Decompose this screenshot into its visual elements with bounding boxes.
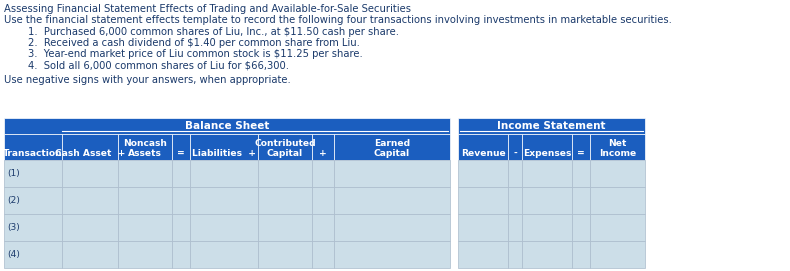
Text: Capital: Capital bbox=[374, 149, 410, 158]
Bar bbox=[4, 118, 450, 134]
Bar bbox=[590, 134, 645, 160]
Text: Capital: Capital bbox=[267, 149, 303, 158]
Bar bbox=[172, 160, 190, 187]
Bar bbox=[312, 134, 334, 160]
Bar bbox=[590, 187, 645, 214]
Bar bbox=[258, 241, 312, 268]
Bar bbox=[522, 160, 572, 187]
Bar bbox=[312, 214, 334, 241]
Text: Contributed: Contributed bbox=[254, 138, 316, 148]
Bar bbox=[334, 134, 450, 160]
Bar bbox=[258, 187, 312, 214]
Text: 3.  Year-end market price of Liu common stock is $11.25 per share.: 3. Year-end market price of Liu common s… bbox=[28, 49, 363, 59]
Bar bbox=[62, 214, 118, 241]
Text: Use the financial statement effects template to record the following four transa: Use the financial statement effects temp… bbox=[4, 15, 672, 25]
Bar bbox=[590, 241, 645, 268]
Bar bbox=[62, 187, 118, 214]
Bar bbox=[118, 214, 172, 241]
Bar bbox=[118, 160, 172, 187]
Bar bbox=[172, 214, 190, 241]
Text: Use negative signs with your answers, when appropriate.: Use negative signs with your answers, wh… bbox=[4, 75, 291, 85]
Text: (2): (2) bbox=[7, 196, 20, 205]
Text: Balance Sheet: Balance Sheet bbox=[185, 121, 269, 131]
Bar bbox=[334, 214, 450, 241]
Bar bbox=[258, 134, 312, 160]
Text: Liabilities  +: Liabilities + bbox=[192, 149, 256, 158]
Bar bbox=[312, 187, 334, 214]
Bar bbox=[190, 241, 258, 268]
Bar bbox=[312, 241, 334, 268]
Bar bbox=[590, 214, 645, 241]
Text: Cash Asset  +: Cash Asset + bbox=[55, 149, 125, 158]
Text: Expenses: Expenses bbox=[523, 149, 571, 158]
Bar bbox=[4, 214, 62, 241]
Text: Income: Income bbox=[599, 149, 636, 158]
Text: Revenue: Revenue bbox=[461, 149, 506, 158]
Bar bbox=[572, 134, 590, 160]
Bar bbox=[458, 160, 508, 187]
Bar bbox=[522, 187, 572, 214]
Bar bbox=[508, 160, 522, 187]
Bar bbox=[190, 214, 258, 241]
Bar bbox=[258, 214, 312, 241]
Bar bbox=[508, 187, 522, 214]
Bar bbox=[458, 241, 508, 268]
Text: 2.  Received a cash dividend of $1.40 per common share from Liu.: 2. Received a cash dividend of $1.40 per… bbox=[28, 38, 360, 48]
Text: Transaction: Transaction bbox=[3, 149, 63, 158]
Bar bbox=[190, 160, 258, 187]
Bar bbox=[458, 187, 508, 214]
Bar bbox=[4, 241, 62, 268]
Bar bbox=[458, 118, 645, 134]
Bar bbox=[508, 134, 522, 160]
Text: -: - bbox=[514, 149, 517, 158]
Bar bbox=[4, 160, 62, 187]
Bar bbox=[258, 160, 312, 187]
Text: =: = bbox=[577, 149, 585, 158]
Bar bbox=[4, 134, 62, 160]
Bar bbox=[118, 241, 172, 268]
Bar bbox=[522, 214, 572, 241]
Bar bbox=[334, 241, 450, 268]
Bar bbox=[522, 134, 572, 160]
Text: +: + bbox=[319, 149, 327, 158]
Text: Noncash: Noncash bbox=[123, 138, 167, 148]
Bar bbox=[62, 160, 118, 187]
Bar bbox=[508, 241, 522, 268]
Text: Income Statement: Income Statement bbox=[497, 121, 606, 131]
Bar bbox=[334, 187, 450, 214]
Bar bbox=[522, 241, 572, 268]
Text: 1.  Purchased 6,000 common shares of Liu, Inc., at $11.50 cash per share.: 1. Purchased 6,000 common shares of Liu,… bbox=[28, 27, 399, 37]
Bar bbox=[572, 160, 590, 187]
Bar bbox=[172, 134, 190, 160]
Text: Net: Net bbox=[608, 138, 626, 148]
Bar bbox=[190, 187, 258, 214]
Bar bbox=[572, 214, 590, 241]
Bar bbox=[190, 134, 258, 160]
Text: (1): (1) bbox=[7, 169, 20, 178]
Bar bbox=[508, 214, 522, 241]
Bar bbox=[458, 134, 508, 160]
Bar bbox=[172, 187, 190, 214]
Text: =: = bbox=[177, 149, 185, 158]
Bar bbox=[458, 214, 508, 241]
Text: 4.  Sold all 6,000 common shares of Liu for $66,300.: 4. Sold all 6,000 common shares of Liu f… bbox=[28, 60, 289, 70]
Text: (4): (4) bbox=[7, 250, 20, 259]
Text: (3): (3) bbox=[7, 223, 20, 232]
Bar bbox=[590, 160, 645, 187]
Bar bbox=[572, 187, 590, 214]
Text: Earned: Earned bbox=[374, 138, 410, 148]
Bar bbox=[62, 134, 118, 160]
Bar bbox=[118, 187, 172, 214]
Bar bbox=[334, 160, 450, 187]
Text: Assessing Financial Statement Effects of Trading and Available-for-Sale Securiti: Assessing Financial Statement Effects of… bbox=[4, 4, 411, 14]
Text: Assets: Assets bbox=[128, 149, 162, 158]
Bar bbox=[118, 134, 172, 160]
Bar bbox=[312, 160, 334, 187]
Bar bbox=[62, 241, 118, 268]
Bar bbox=[572, 241, 590, 268]
Bar bbox=[172, 241, 190, 268]
Bar bbox=[4, 187, 62, 214]
